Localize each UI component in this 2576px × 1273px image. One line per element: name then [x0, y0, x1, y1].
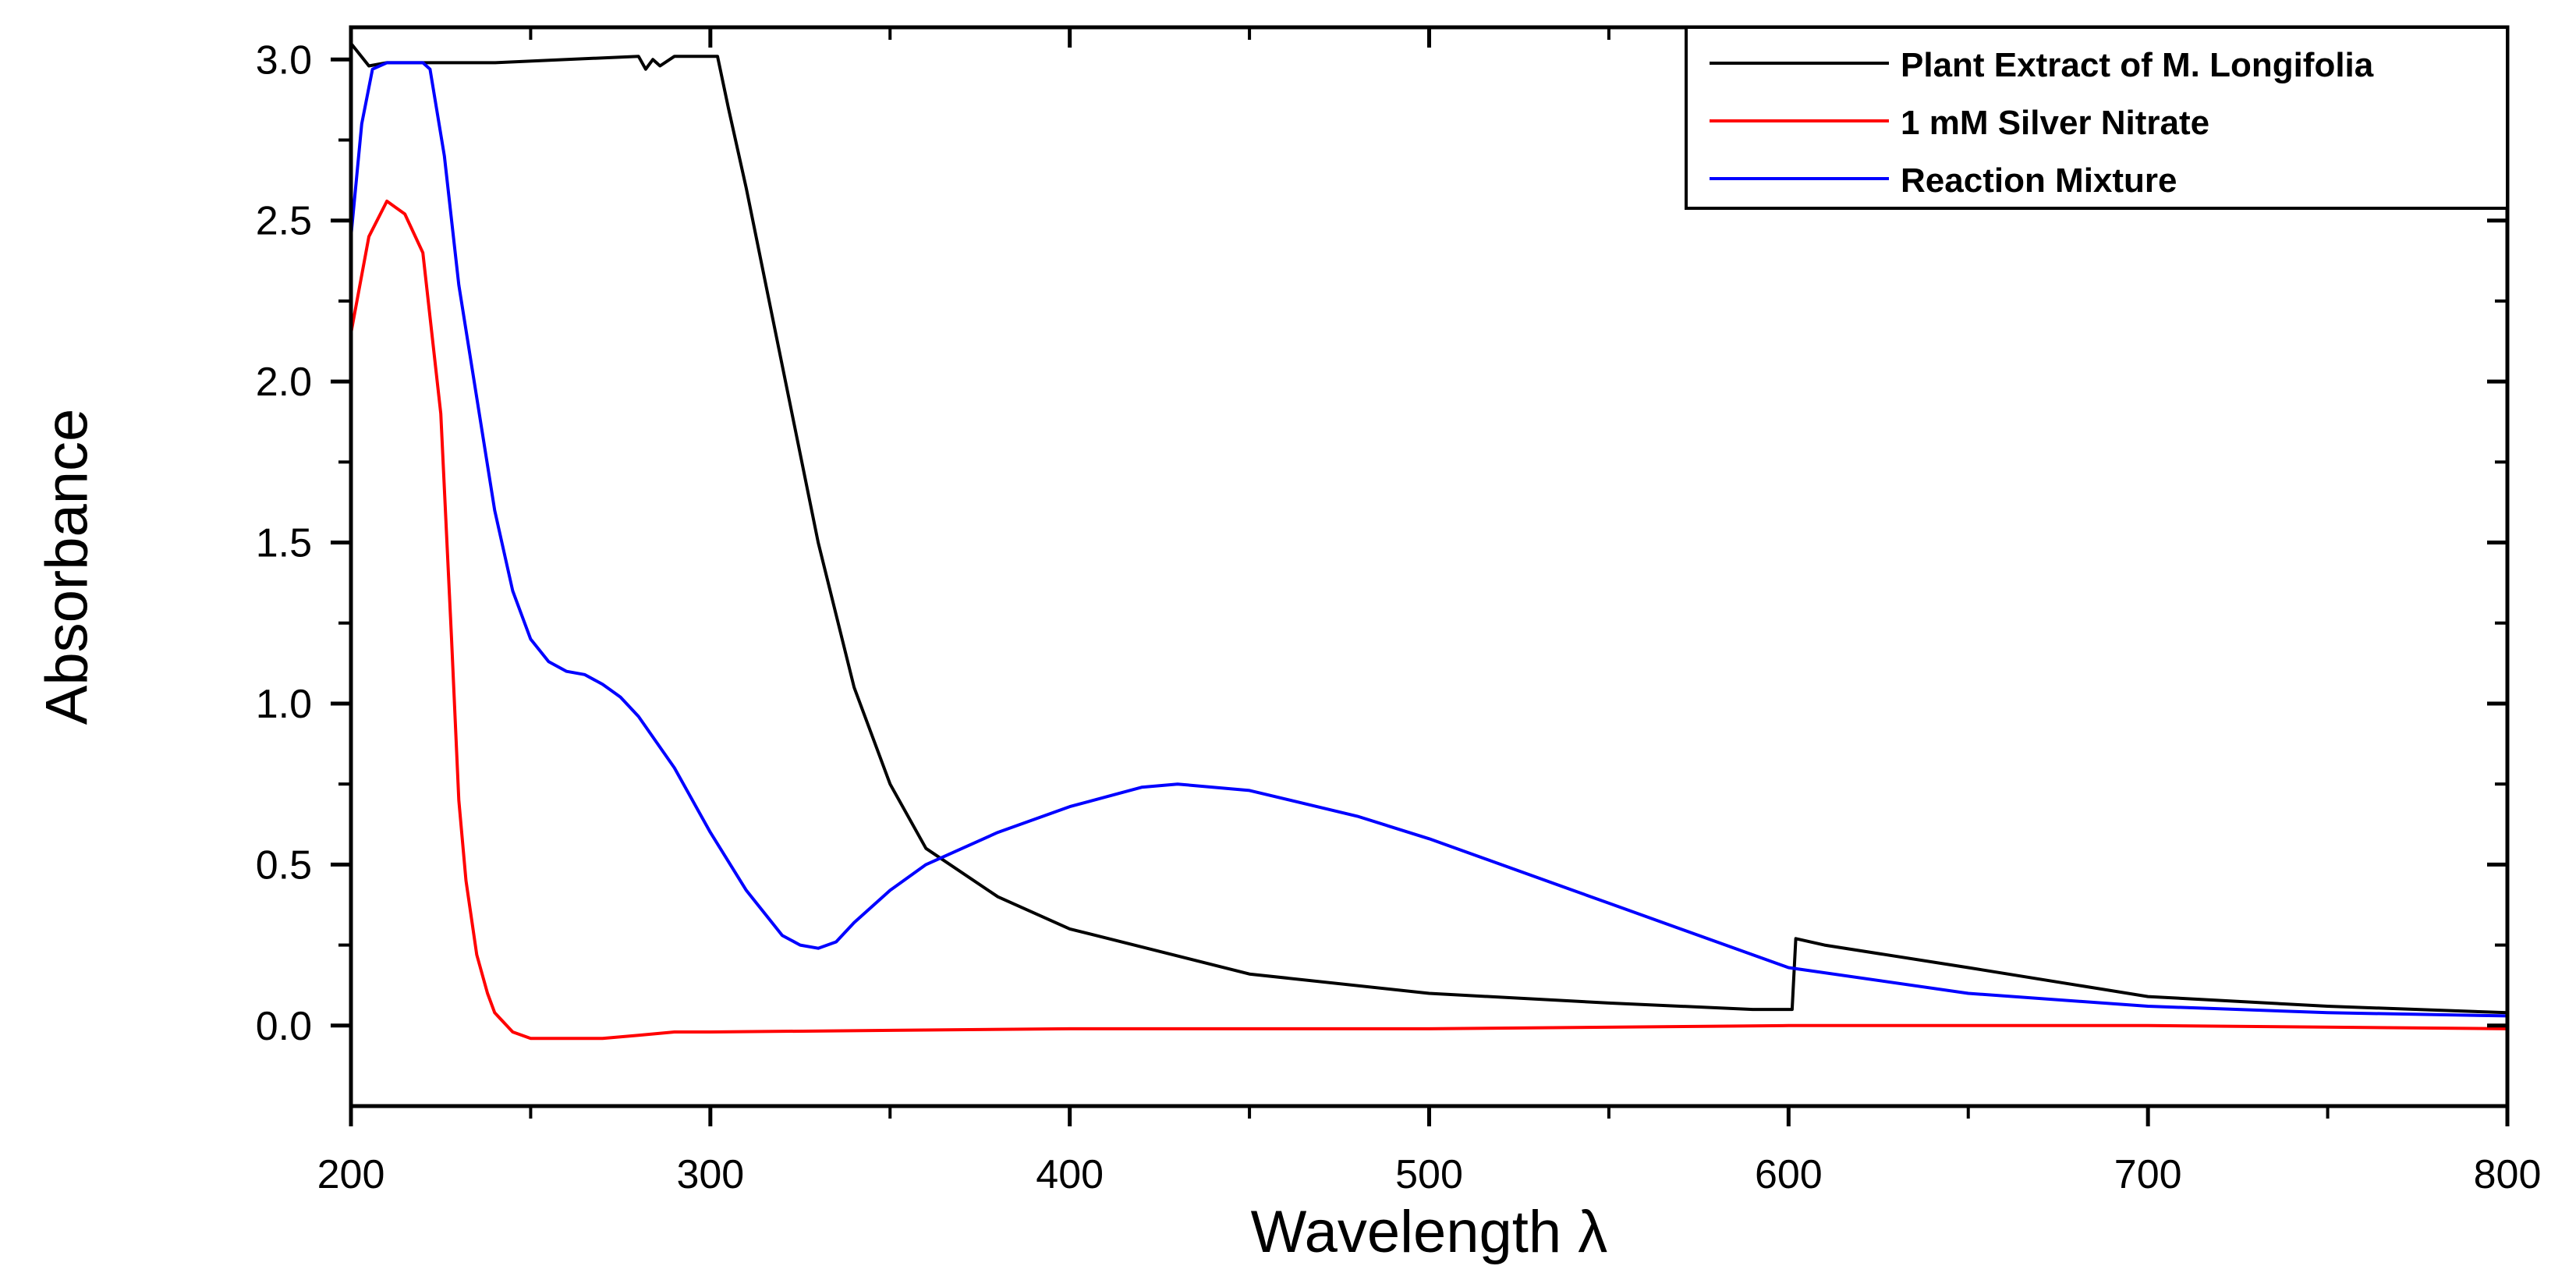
data-point-series-1	[1069, 928, 1070, 929]
data-point-series-1	[494, 62, 495, 63]
data-point-series-1	[782, 365, 783, 366]
data-point-series-1	[997, 896, 998, 897]
data-point-series-3	[548, 661, 549, 662]
series-line-1	[349, 42, 2508, 1015]
data-point-series-3	[2327, 1012, 2328, 1013]
data-point-series-2	[674, 1032, 675, 1033]
data-point-series-3	[2148, 1006, 2149, 1007]
ticks-layer: 200 300 400 500 600 700 800 0.0 0.5 1.0 1.5 2.0 2.5 3…	[256, 27, 2542, 1197]
y-tick-label: 1.5	[256, 521, 312, 566]
data-point-series-2	[530, 1038, 531, 1039]
x-tick-label: 500	[1395, 1152, 1463, 1197]
x-tick-label: 700	[2114, 1152, 2182, 1197]
x-tick-label: 600	[1755, 1152, 1823, 1197]
x-tick-label: 400	[1036, 1152, 1104, 1197]
data-point-series-1	[854, 687, 855, 688]
data-point-series-1	[926, 848, 927, 849]
data-point-series-2	[1788, 1025, 1789, 1026]
data-point-series-3	[1357, 816, 1358, 817]
data-point-series-1	[1791, 1009, 1792, 1010]
data-point-series-1	[890, 784, 891, 785]
data-point-series-3	[997, 832, 998, 833]
data-point-series-1	[1795, 938, 1796, 939]
y-tick-label: 0.5	[256, 842, 312, 888]
x-tick-label: 300	[676, 1152, 744, 1197]
data-point-series-3	[1249, 790, 1250, 791]
data-point-series-1	[1608, 1002, 1609, 1003]
data-point-series-2	[602, 1038, 603, 1039]
data-point-series-3	[361, 123, 362, 124]
data-point-series-1	[674, 56, 675, 57]
y-tick-label: 0.0	[256, 1004, 312, 1049]
x-tick-label: 800	[2474, 1152, 2542, 1197]
data-point-series-3	[1608, 902, 1609, 903]
data-point-series-3	[405, 62, 406, 63]
series-layer	[349, 42, 2508, 1041]
data-point-series-2	[405, 214, 406, 215]
data-point-series-3	[782, 935, 783, 936]
data-point-series-3	[602, 684, 603, 685]
series-line-3	[349, 61, 2508, 1018]
data-point-series-1	[653, 59, 654, 60]
data-point-series-3	[818, 948, 819, 949]
y-tick-label: 3.0	[256, 37, 312, 83]
data-point-series-3	[1141, 787, 1142, 788]
data-point-series-2	[387, 200, 388, 201]
data-point-series-3	[387, 62, 388, 63]
legend: Plant Extract of M. Longifolia 1 mM Silve…	[1685, 26, 2509, 210]
data-point-series-2	[1069, 1028, 1070, 1029]
data-point-series-3	[836, 941, 837, 942]
x-tick-label: 200	[317, 1152, 385, 1197]
data-point-series-3	[926, 864, 927, 865]
data-point-series-2	[369, 236, 370, 237]
data-point-series-2	[566, 1038, 567, 1039]
data-point-series-3	[890, 890, 891, 891]
data-point-series-1	[2148, 996, 2149, 997]
data-point-series-2	[1429, 1028, 1430, 1029]
y-tick-label: 2.5	[256, 199, 312, 244]
data-point-series-3	[444, 156, 445, 157]
data-point-series-1	[1429, 993, 1430, 994]
data-point-series-1	[1752, 1009, 1753, 1010]
data-point-series-3	[530, 639, 531, 640]
y-axis-label: Absorbance	[34, 409, 101, 725]
data-point-series-1	[566, 59, 567, 60]
data-point-series-3	[512, 590, 513, 591]
data-point-series-2	[494, 1012, 495, 1013]
y-tick-label: 2.0	[256, 360, 312, 405]
data-point-series-3	[854, 922, 855, 923]
data-point-series-3	[638, 716, 639, 717]
data-point-series-2	[512, 1032, 513, 1033]
data-point-series-3	[584, 674, 585, 675]
data-point-series-3	[1788, 967, 1789, 968]
data-point-series-3	[566, 671, 567, 672]
data-point-series-1	[1249, 973, 1250, 974]
data-point-series-2	[487, 993, 488, 994]
data-point-series-1	[638, 56, 639, 57]
data-point-series-3	[1177, 784, 1178, 785]
legend-label-3: Reaction Mixture	[1901, 161, 2177, 200]
data-point-series-2	[548, 1038, 549, 1039]
legend-label-1: Plant Extract of M. Longifolia	[1901, 46, 2374, 84]
data-point-series-2	[2148, 1025, 2149, 1026]
data-point-series-1	[818, 542, 819, 543]
legend-label-2: 1 mM Silver Nitrate	[1901, 104, 2209, 142]
y-tick-label: 1.0	[256, 682, 312, 727]
data-point-series-2	[638, 1035, 639, 1036]
series-line-2	[349, 199, 2508, 1041]
data-point-series-1	[2327, 1006, 2328, 1007]
data-point-series-3	[494, 510, 495, 511]
x-axis-label: Wavelength λ	[1251, 1199, 1608, 1265]
